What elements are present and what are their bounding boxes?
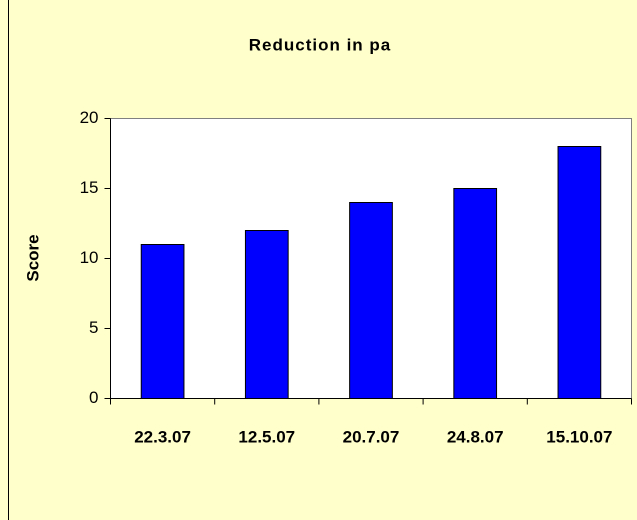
- x-tick-label: 22.3.07: [134, 427, 191, 446]
- x-tick-label: 24.8.07: [447, 427, 504, 446]
- bar: [349, 202, 393, 399]
- y-axis-label: Score: [23, 234, 42, 281]
- bar: [557, 146, 602, 399]
- y-tick-label: 20: [80, 108, 99, 127]
- y-tick-label: 5: [89, 318, 98, 337]
- bar: [453, 188, 498, 399]
- chart-title: Reduction in pa: [249, 35, 392, 54]
- x-tick-label: 20.7.07: [343, 427, 400, 446]
- bar: [140, 244, 185, 399]
- y-tick-label: 0: [89, 388, 98, 407]
- y-tick-label: 10: [80, 248, 99, 267]
- bar: [244, 230, 289, 399]
- x-tick-label: 15.10.07: [546, 427, 612, 446]
- x-tick-label: 12.5.07: [238, 427, 295, 446]
- y-tick-label: 15: [80, 178, 99, 197]
